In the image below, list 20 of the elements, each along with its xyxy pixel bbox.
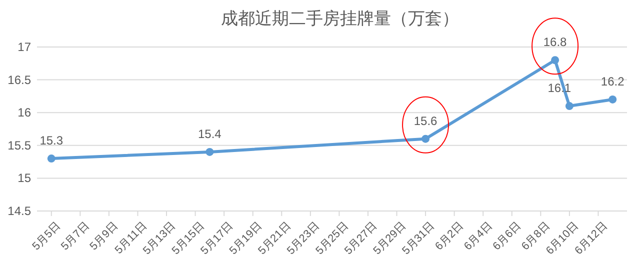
data-label: 16.8 <box>543 35 568 50</box>
point <box>206 148 214 156</box>
point <box>47 154 56 163</box>
point <box>608 95 617 104</box>
point <box>565 102 574 110</box>
data-label: 15.6 <box>414 114 438 128</box>
y-tick-label: 15 <box>18 171 32 186</box>
y-tick-label: 16.5 <box>8 72 32 87</box>
data-label: 15.4 <box>198 126 222 141</box>
y-tick-label: 15.5 <box>8 138 32 152</box>
x-tick-label: 6月6日 <box>490 220 524 253</box>
point <box>551 56 560 64</box>
x-tick-label: 6月2日 <box>433 220 466 253</box>
chart-title: 成都近期二手房挂牌量（万套） <box>221 9 459 28</box>
data-label: 16.2 <box>600 74 625 88</box>
data-label: 15.3 <box>40 134 64 148</box>
y-tick-label: 17 <box>18 40 32 54</box>
y-tick-label: 16 <box>18 106 32 120</box>
point <box>422 134 430 143</box>
y-tick-label: 14.5 <box>8 204 32 218</box>
